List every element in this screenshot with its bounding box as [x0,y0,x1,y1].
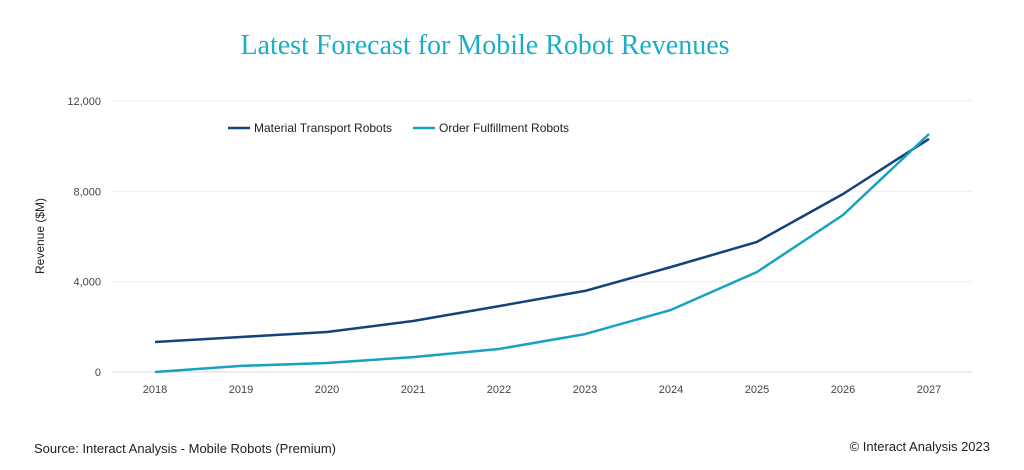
x-tick-label: 2024 [659,384,683,396]
series-line-0 [154,137,930,344]
y-axis-label: Revenue ($M) [33,198,47,274]
y-tick-label: 4,000 [73,277,101,289]
x-tick-label: 2025 [745,384,769,396]
series-line-1 [154,133,930,374]
y-tick-label: 12,000 [67,96,101,108]
x-tick-label: 2022 [487,384,511,396]
source-note: Source: Interact Analysis - Mobile Robot… [34,441,336,456]
copyright-note: © Interact Analysis 2023 [849,439,990,454]
x-tick-label: 2021 [401,384,425,396]
y-tick-label: 8,000 [73,186,101,198]
x-tick-label: 2027 [917,384,941,396]
x-tick-label: 2019 [229,384,253,396]
legend-label: Order Fulfillment Robots [439,121,569,135]
x-tick-label: 2023 [573,384,597,396]
x-tick-label: 2020 [315,384,339,396]
x-tick-label: 2018 [143,384,167,396]
x-tick-label: 2026 [831,384,855,396]
legend-label: Material Transport Robots [254,121,392,135]
y-tick-label: 0 [95,367,101,379]
chart-title: Latest Forecast for Mobile Robot Revenue… [240,30,730,61]
